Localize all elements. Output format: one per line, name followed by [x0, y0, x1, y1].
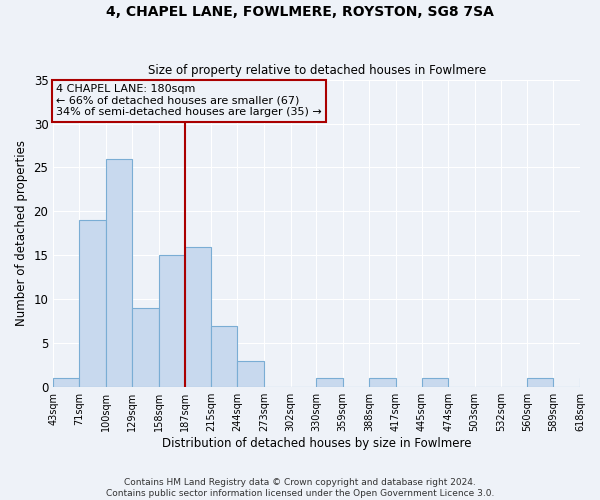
- Text: Contains HM Land Registry data © Crown copyright and database right 2024.
Contai: Contains HM Land Registry data © Crown c…: [106, 478, 494, 498]
- Y-axis label: Number of detached properties: Number of detached properties: [15, 140, 28, 326]
- Bar: [53, 378, 79, 387]
- Bar: [527, 378, 553, 387]
- Bar: [211, 326, 238, 387]
- Bar: [185, 246, 211, 387]
- Bar: [370, 378, 396, 387]
- Title: Size of property relative to detached houses in Fowlmere: Size of property relative to detached ho…: [148, 64, 486, 77]
- Bar: [106, 158, 132, 387]
- Bar: [238, 361, 264, 387]
- Bar: [79, 220, 106, 387]
- Text: 4, CHAPEL LANE, FOWLMERE, ROYSTON, SG8 7SA: 4, CHAPEL LANE, FOWLMERE, ROYSTON, SG8 7…: [106, 5, 494, 19]
- X-axis label: Distribution of detached houses by size in Fowlmere: Distribution of detached houses by size …: [162, 437, 472, 450]
- Text: 4 CHAPEL LANE: 180sqm
← 66% of detached houses are smaller (67)
34% of semi-deta: 4 CHAPEL LANE: 180sqm ← 66% of detached …: [56, 84, 322, 117]
- Bar: [580, 378, 600, 387]
- Bar: [422, 378, 448, 387]
- Bar: [158, 256, 185, 387]
- Bar: [132, 308, 158, 387]
- Bar: [316, 378, 343, 387]
